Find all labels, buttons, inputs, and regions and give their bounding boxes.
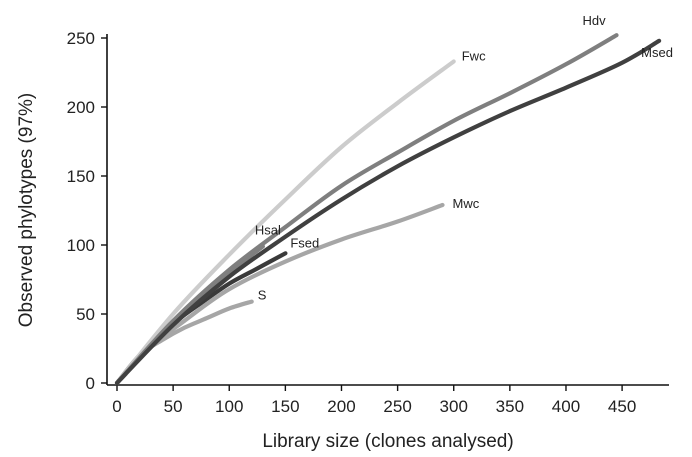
y-axis-ticks: 0 50 100 150 200 250 bbox=[67, 29, 107, 393]
x-tick-label: 50 bbox=[164, 397, 183, 416]
axes bbox=[106, 34, 669, 386]
x-tick-label: 100 bbox=[215, 397, 243, 416]
series-label-fwc: Fwc bbox=[462, 48, 486, 63]
series-label-msed: Msed bbox=[641, 45, 673, 60]
y-tick-label: 0 bbox=[86, 374, 95, 393]
y-tick-label: 250 bbox=[67, 29, 95, 48]
series-line-hdv bbox=[114, 33, 619, 386]
series-line-msed bbox=[114, 38, 662, 386]
y-tick-label: 200 bbox=[67, 98, 95, 117]
series-labels: S Fsed Mwc Hsal Fwc Hdv Msed bbox=[255, 13, 673, 302]
x-axis-ticks: 0 50 100 150 200 250 300 350 400 450 bbox=[112, 385, 636, 416]
series-label-hsal: Hsal bbox=[255, 222, 281, 237]
y-tick-label: 150 bbox=[67, 167, 95, 186]
x-axis-title: Library size (clones analysed) bbox=[262, 431, 513, 452]
x-tick-label: 400 bbox=[552, 397, 580, 416]
y-tick-label: 50 bbox=[76, 305, 95, 324]
series-label-mwc: Mwc bbox=[453, 196, 480, 211]
x-tick-label: 300 bbox=[440, 397, 468, 416]
series-label-fsed: Fsed bbox=[290, 235, 319, 250]
y-axis-title: Observed phylotypes (97%) bbox=[16, 93, 37, 327]
x-tick-label: 0 bbox=[112, 397, 121, 416]
x-tick-label: 250 bbox=[383, 397, 411, 416]
x-tick-label: 150 bbox=[271, 397, 299, 416]
series-line-fwc bbox=[114, 59, 456, 386]
x-tick-label: 200 bbox=[327, 397, 355, 416]
series-label-hdv: Hdv bbox=[582, 13, 606, 28]
x-tick-label: 450 bbox=[608, 397, 636, 416]
x-tick-label: 350 bbox=[496, 397, 524, 416]
y-tick-label: 100 bbox=[67, 236, 95, 255]
series-label-s: S bbox=[258, 288, 267, 303]
series-curves bbox=[114, 33, 662, 386]
